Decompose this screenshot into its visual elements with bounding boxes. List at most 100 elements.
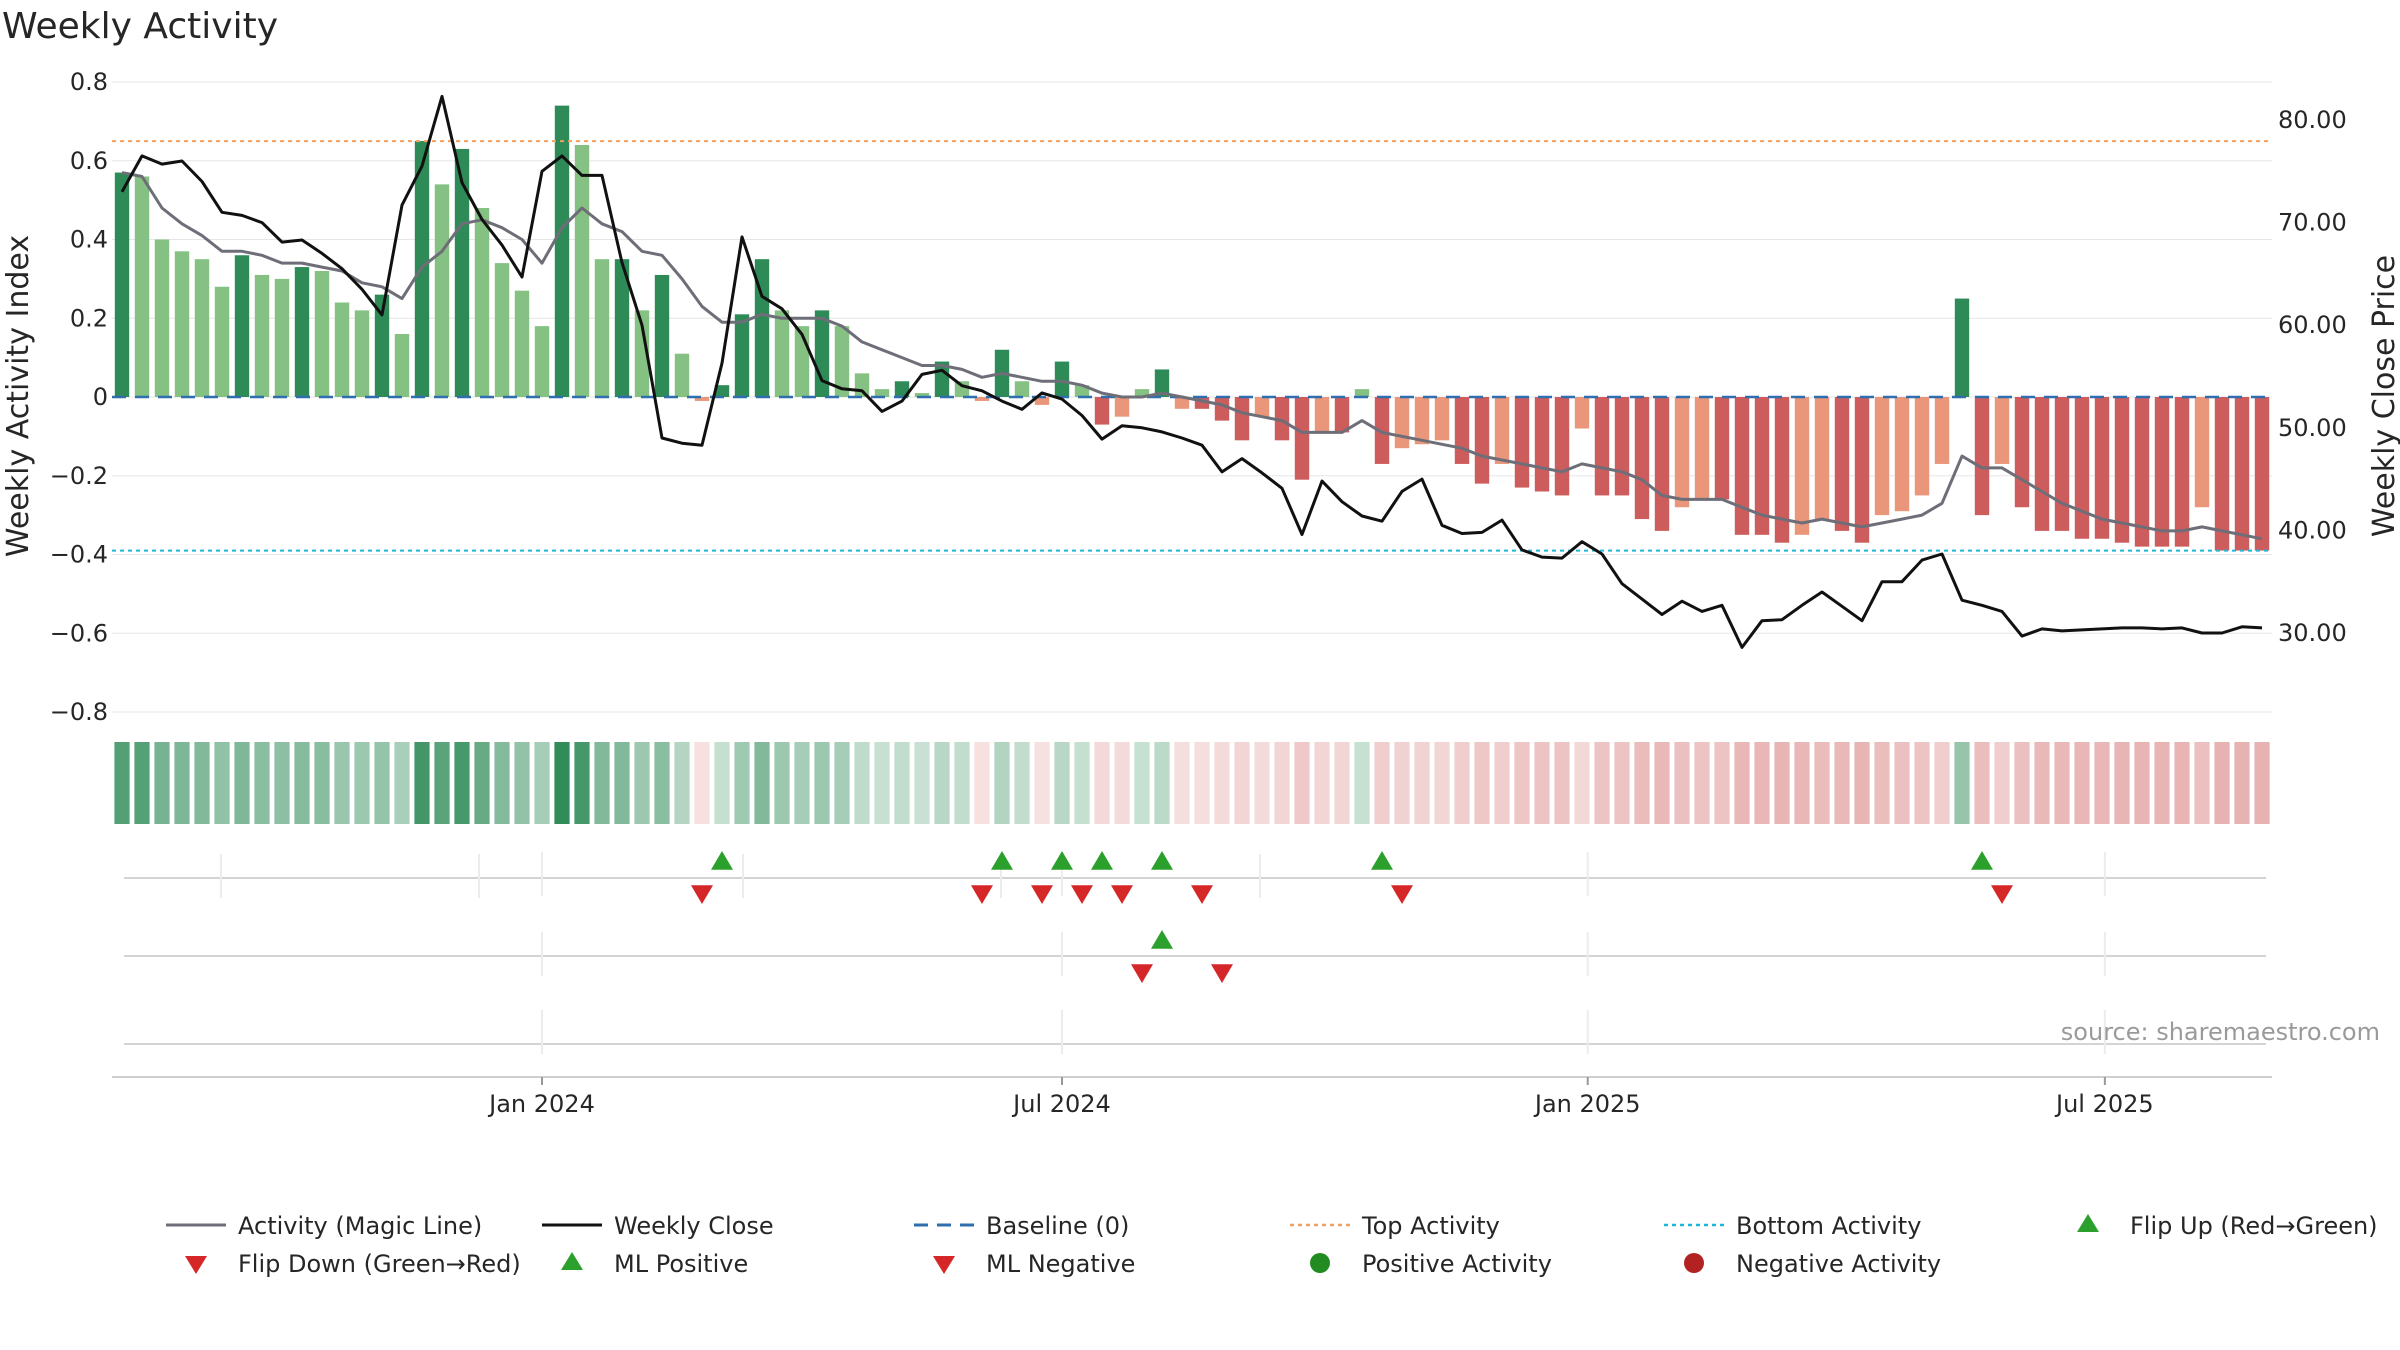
legend-label: Positive Activity: [1362, 1250, 1552, 1278]
heat-strip-cell: [1634, 742, 1650, 824]
activity-bar: [1894, 397, 1910, 512]
y-tick-label: 0: [93, 383, 108, 411]
activity-bar: [2174, 397, 2190, 547]
heat-strip-cell: [534, 742, 550, 824]
legend-swatch: [561, 1252, 583, 1270]
heat-strip-cell: [1154, 742, 1170, 824]
heat-strip-cell: [1814, 742, 1830, 824]
activity-bar: [134, 176, 150, 397]
activity-bar: [674, 353, 690, 397]
heat-strip-cell: [1914, 742, 1930, 824]
activity-bar: [2054, 397, 2070, 531]
activity-bar: [1174, 397, 1190, 409]
heat-strip-cell: [974, 742, 990, 824]
activity-bar: [2254, 397, 2270, 551]
activity-bar: [854, 373, 870, 397]
activity-bar: [1234, 397, 1250, 441]
legend-label: Flip Down (Green→Red): [238, 1250, 521, 1278]
activity-bar: [1734, 397, 1750, 535]
activity-bar: [1554, 397, 1570, 496]
activity-bar: [1794, 397, 1810, 535]
legend-item-10: Negative Activity: [1684, 1250, 1941, 1278]
activity-bar: [1534, 397, 1550, 492]
activity-bar: [634, 310, 650, 397]
activity-bar: [1774, 397, 1790, 543]
heat-strip-cell: [834, 742, 850, 824]
activity-bar: [1514, 397, 1530, 488]
activity-bar: [214, 286, 230, 397]
y-tick-label: −0.8: [50, 698, 108, 726]
legend-swatch: [2077, 1214, 2099, 1232]
weekly-close-line: [120, 94, 2263, 649]
activity-bar: [1454, 397, 1470, 464]
heat-strip-cell: [1554, 742, 1570, 824]
activity-bar: [1374, 397, 1390, 464]
legend-label: Bottom Activity: [1736, 1212, 1921, 1240]
heat-strip-cell: [554, 742, 570, 824]
activity-bar: [294, 267, 310, 397]
legend-item-2: Baseline (0): [914, 1212, 1129, 1240]
heat-strip-cell: [414, 742, 430, 824]
flip-down-marker: [1071, 885, 1093, 904]
activity-bar: [1334, 397, 1350, 433]
activity-bar: [1914, 397, 1930, 496]
x-axis-ticks: Jan 2024 Jul 2024 Jan 2025 Jul 2025: [112, 1076, 2272, 1118]
heat-strip-cell: [1474, 742, 1490, 824]
heat-strip-cell: [1414, 742, 1430, 824]
heat-strip-cell: [2254, 742, 2270, 824]
activity-bar: [734, 314, 750, 397]
activity-bar: [2074, 397, 2090, 539]
flip-up-marker: [1371, 851, 1393, 870]
activity-bar: [314, 271, 330, 397]
activity-bar: [1934, 397, 1950, 464]
y-tick-label: −0.2: [50, 462, 108, 490]
activity-bar: [654, 274, 670, 397]
heat-strip-cell: [814, 742, 830, 824]
heat-strip-cell: [1834, 742, 1850, 824]
legend-swatch: [185, 1256, 207, 1274]
heat-strip-cell: [1454, 742, 1470, 824]
heat-strip-cell: [1394, 742, 1410, 824]
flip-down-marker: [971, 885, 993, 904]
y2-tick-label: 70.00: [2278, 209, 2347, 237]
legend-item-5: Flip Up (Red→Green): [2077, 1212, 2378, 1240]
activity-bar: [434, 184, 450, 397]
activity-bar: [874, 389, 890, 397]
heat-strip-cell: [274, 742, 290, 824]
heat-strip-cell: [2154, 742, 2170, 824]
heat-strip-cell: [354, 742, 370, 824]
activity-bar: [1314, 397, 1330, 433]
activity-bar: [474, 208, 490, 397]
heat-strip-cell: [914, 742, 930, 824]
heat-strip-cell: [2054, 742, 2070, 824]
heat-strip-cell: [2214, 742, 2230, 824]
x-tick-label: Jul 2024: [1011, 1090, 1111, 1118]
heat-strip-cell: [454, 742, 470, 824]
flip-up-marker: [711, 851, 733, 870]
activity-bar: [234, 255, 250, 397]
activity-bar: [2094, 397, 2110, 539]
y2-axis-label: Weekly Close Price: [2367, 255, 2400, 537]
legend: Activity (Magic Line) Weekly Close Baselin…: [166, 1212, 2378, 1278]
heat-strip-cell: [1874, 742, 1890, 824]
legend-label: Activity (Magic Line): [238, 1212, 482, 1240]
heat-strip-cell: [1714, 742, 1730, 824]
activity-bar: [2114, 397, 2130, 543]
activity-bar: [1994, 397, 2010, 464]
activity-bar: [254, 274, 270, 397]
heat-strip-cell: [1094, 742, 1110, 824]
activity-bar: [274, 278, 290, 397]
heat-strip-cell: [794, 742, 810, 824]
flip-up-marker: [1051, 851, 1073, 870]
heat-strip-cell: [654, 742, 670, 824]
legend-swatch: [1310, 1253, 1330, 1273]
heat-strip-cell: [2034, 742, 2050, 824]
y2-tick-label: 40.00: [2278, 516, 2347, 544]
y-tick-label: 0.2: [70, 304, 108, 332]
y-tick-label: 0.4: [70, 226, 108, 254]
heat-strip-cell: [1374, 742, 1390, 824]
legend-item-1: Weekly Close: [542, 1212, 774, 1240]
x-tick-label: Jan 2025: [1533, 1090, 1641, 1118]
activity-bar: [774, 310, 790, 397]
